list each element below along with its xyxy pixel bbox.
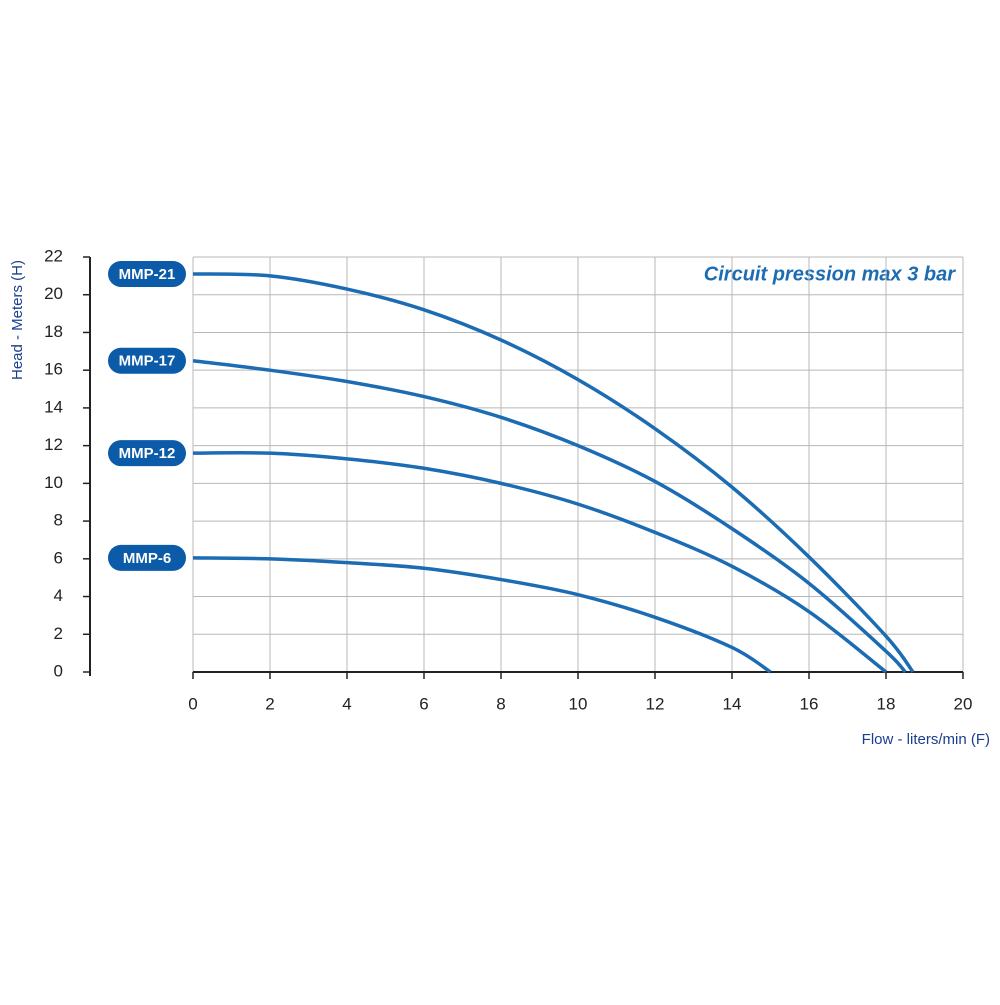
x-axis-label: Flow - liters/min (F) [862,731,990,748]
y-tick-label: 0 [54,661,63,680]
x-tick-label: 4 [342,694,351,713]
series-label: MMP-17 [119,353,176,370]
series-label: MMP-21 [119,266,176,283]
series-line [192,451,888,674]
y-tick-label: 2 [54,624,63,643]
series-label: MMP-12 [119,445,176,462]
y-tick-label: 12 [44,435,63,454]
x-tick-label: 12 [646,694,665,713]
x-tick-label: 10 [569,694,588,713]
series-label-pill [108,260,186,287]
series-label-pill [108,440,186,467]
x-tick-label: 16 [800,694,819,713]
series-label: MMP-6 [123,550,171,567]
y-tick-label: 14 [44,397,63,416]
y-tick-label: 8 [54,511,63,530]
y-tick-label: 20 [44,284,63,303]
series-label-pill [108,347,186,374]
y-tick-label: 6 [54,548,63,567]
y-tick-label: 18 [44,322,63,341]
y-tick-label: 16 [44,360,63,379]
series-label-pill [108,544,186,571]
x-tick-label: 6 [419,694,428,713]
y-axis-label: Head - Meters (H) [9,260,26,380]
x-tick-label: 20 [954,694,973,713]
y-tick-label: 22 [44,246,63,265]
x-tick-label: 2 [265,694,274,713]
series-line [192,556,772,674]
x-tick-label: 14 [723,694,742,713]
x-tick-label: 0 [188,694,197,713]
x-tick-label: 18 [877,694,896,713]
y-tick-label: 4 [54,586,63,605]
series-line [192,272,915,674]
y-tick-label: 10 [44,473,63,492]
annotation: Circuit pression max 3 bar [704,263,956,285]
series-line [192,359,907,674]
x-tick-label: 8 [496,694,505,713]
